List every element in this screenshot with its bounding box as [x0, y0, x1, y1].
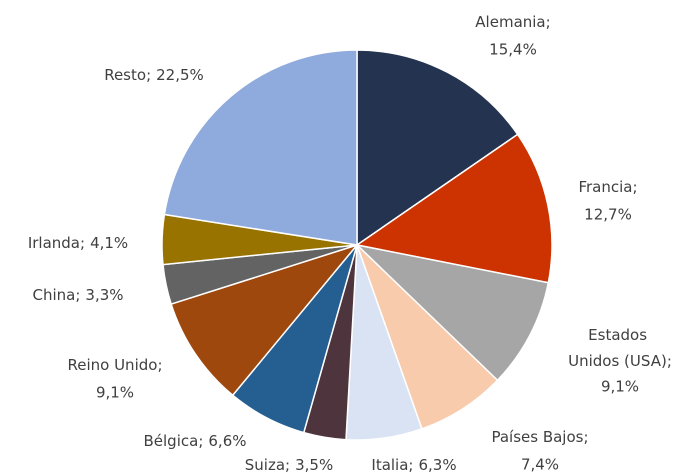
- pie-slice: [163, 49, 358, 246]
- value-label: 3,3%: [85, 286, 123, 304]
- separator: ;: [408, 456, 413, 474]
- value-label: 22,5%: [156, 66, 204, 84]
- separator: ;: [75, 286, 80, 304]
- data-label: Irlanda; 4,1%: [28, 234, 128, 252]
- category-line: Unidos (USA): [568, 352, 667, 370]
- data-label: Alemania;: [475, 13, 550, 31]
- value-label: 9,1%: [601, 378, 639, 396]
- category-label: Estados Unidos (USA): [568, 326, 667, 370]
- category-label: Alemania: [475, 13, 545, 31]
- category-label: Reino Unido: [67, 356, 157, 374]
- data-label: Resto; 22,5%: [104, 66, 204, 84]
- category-label: Resto: [104, 66, 146, 84]
- category-label: Irlanda: [28, 234, 80, 252]
- data-label: Bélgica; 6,6%: [144, 432, 247, 450]
- separator: ;: [632, 178, 637, 196]
- pie-slice: [355, 133, 553, 284]
- value-label: 12,7%: [584, 206, 632, 224]
- data-label: Reino Unido;: [67, 356, 162, 374]
- data-label: Suiza; 3,5%: [245, 456, 333, 474]
- value-label: 6,6%: [208, 432, 246, 450]
- data-label: Estados Unidos (USA);: [568, 326, 672, 370]
- separator: ;: [198, 432, 203, 450]
- data-label: China; 3,3%: [32, 286, 123, 304]
- category-label: China: [32, 286, 75, 304]
- category-line: Estados: [588, 326, 652, 344]
- value-label: 6,3%: [418, 456, 456, 474]
- value-label: 9,1%: [96, 384, 134, 402]
- value-label: 15,4%: [489, 41, 537, 59]
- separator: ;: [285, 456, 290, 474]
- data-label: Países Bajos;: [491, 428, 588, 446]
- separator: ;: [667, 352, 672, 370]
- pie-slice: [170, 243, 360, 397]
- pie-slice: [354, 243, 550, 382]
- value-label: 3,5%: [295, 456, 333, 474]
- category-label: Francia: [578, 178, 632, 196]
- separator: ;: [583, 428, 588, 446]
- category-label: Países Bajos: [491, 428, 583, 446]
- separator: ;: [146, 66, 151, 84]
- value-label: 4,1%: [90, 234, 128, 252]
- separator: ;: [157, 356, 162, 374]
- category-label: Italia: [371, 456, 408, 474]
- category-label: Bélgica: [144, 432, 199, 450]
- pie-slice: [356, 49, 519, 247]
- category-label: Suiza: [245, 456, 285, 474]
- data-label: Italia; 6,3%: [371, 456, 456, 474]
- value-label: 7,4%: [521, 456, 559, 474]
- data-label: Francia;: [578, 178, 637, 196]
- separator: ;: [80, 234, 85, 252]
- separator: ;: [546, 13, 551, 31]
